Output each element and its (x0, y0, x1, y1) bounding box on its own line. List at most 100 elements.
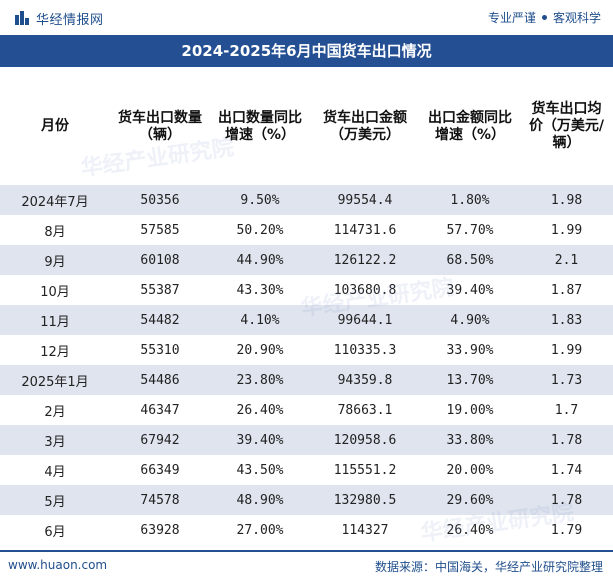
table-row: 2025年1月 54486 23.80% 94359.8 13.70% 1.73 (0, 365, 613, 395)
cell-value-growth: 29.60% (420, 485, 520, 515)
cell-volume-growth: 39.40% (210, 425, 310, 455)
cell-value-growth: 68.50% (420, 245, 520, 275)
cell-export-volume: 74578 (110, 485, 210, 515)
page-title: 2024-2025年6月中国货车出口情况 (0, 35, 613, 67)
cell-export-value: 120958.6 (310, 425, 420, 455)
cell-export-volume: 60108 (110, 245, 210, 275)
cell-avg-price: 1.73 (520, 365, 613, 395)
cell-month: 12月 (0, 335, 110, 365)
cell-volume-growth: 43.50% (210, 455, 310, 485)
cell-month: 6月 (0, 515, 110, 545)
table-row: 9月 60108 44.90% 126122.2 68.50% 2.1 (0, 245, 613, 275)
cell-month: 4月 (0, 455, 110, 485)
cell-month: 2月 (0, 395, 110, 425)
cell-value-growth: 33.90% (420, 335, 520, 365)
table-header-row: 月份 货车出口数量（辆） 出口数量同比增速（%） 货车出口金额（万美元） 出口金… (0, 68, 613, 185)
top-bar: 华经情报网 专业严谨 客观科学 (0, 0, 613, 34)
table-row: 4月 66349 43.50% 115551.2 20.00% 1.74 (0, 455, 613, 485)
cell-export-volume: 55310 (110, 335, 210, 365)
cell-value-growth: 13.70% (420, 365, 520, 395)
cell-value-growth: 19.00% (420, 395, 520, 425)
cell-export-volume: 54482 (110, 305, 210, 335)
brand-logo[interactable]: 华经情报网 (14, 9, 104, 28)
table-row: 2月 46347 26.40% 78663.1 19.00% 1.7 (0, 395, 613, 425)
cell-value-growth: 57.70% (420, 215, 520, 245)
brand-name: 华经情报网 (36, 12, 104, 28)
cell-avg-price: 1.99 (520, 335, 613, 365)
site-link[interactable]: www.huaon.com (8, 558, 108, 572)
footer: www.huaon.com 数据来源：中国海关，华经产业研究院整理 (0, 550, 613, 580)
cell-month: 5月 (0, 485, 110, 515)
cell-month: 11月 (0, 305, 110, 335)
cell-export-value: 94359.8 (310, 365, 420, 395)
data-table: 月份 货车出口数量（辆） 出口数量同比增速（%） 货车出口金额（万美元） 出口金… (0, 68, 613, 545)
cell-export-value: 132980.5 (310, 485, 420, 515)
header-avg-price: 货车出口均价（万美元/辆） (520, 68, 613, 185)
tagline: 专业严谨 客观科学 (488, 9, 601, 26)
cell-avg-price: 1.98 (520, 185, 613, 215)
table-row: 3月 67942 39.40% 120958.6 33.80% 1.78 (0, 425, 613, 455)
cell-month: 9月 (0, 245, 110, 275)
cell-avg-price: 1.79 (520, 515, 613, 545)
cell-month: 2024年7月 (0, 185, 110, 215)
table-row: 11月 54482 4.10% 99644.1 4.90% 1.83 (0, 305, 613, 335)
table-row: 12月 55310 20.90% 110335.3 33.90% 1.99 (0, 335, 613, 365)
header-export-volume: 货车出口数量（辆） (110, 68, 210, 185)
cell-avg-price: 1.99 (520, 215, 613, 245)
cell-value-growth: 20.00% (420, 455, 520, 485)
cell-volume-growth: 48.90% (210, 485, 310, 515)
cell-export-value: 78663.1 (310, 395, 420, 425)
table-row: 8月 57585 50.20% 114731.6 57.70% 1.99 (0, 215, 613, 245)
cell-value-growth: 33.80% (420, 425, 520, 455)
cell-export-value: 114731.6 (310, 215, 420, 245)
cell-avg-price: 1.74 (520, 455, 613, 485)
header-value-growth: 出口金额同比增速（%） (420, 68, 520, 185)
cell-export-value: 99644.1 (310, 305, 420, 335)
cell-avg-price: 2.1 (520, 245, 613, 275)
cell-export-volume: 55387 (110, 275, 210, 305)
cell-volume-growth: 43.30% (210, 275, 310, 305)
cell-month: 3月 (0, 425, 110, 455)
slogan-right: 客观科学 (552, 11, 601, 25)
cell-avg-price: 1.78 (520, 425, 613, 455)
cell-month: 8月 (0, 215, 110, 245)
slogan-left: 专业严谨 (487, 11, 536, 25)
cell-export-volume: 57585 (110, 215, 210, 245)
cell-volume-growth: 23.80% (210, 365, 310, 395)
cell-export-volume: 50356 (110, 185, 210, 215)
cell-volume-growth: 4.10% (210, 305, 310, 335)
cell-volume-growth: 9.50% (210, 185, 310, 215)
cell-month: 10月 (0, 275, 110, 305)
table-row: 10月 55387 43.30% 103680.8 39.40% 1.87 (0, 275, 613, 305)
footer-divider (0, 550, 613, 552)
cell-export-value: 110335.3 (310, 335, 420, 365)
cell-value-growth: 4.90% (420, 305, 520, 335)
cell-export-value: 99554.4 (310, 185, 420, 215)
cell-export-value: 126122.2 (310, 245, 420, 275)
data-source: 数据来源：中国海关，华经产业研究院整理 (374, 560, 603, 574)
table-row: 6月 63928 27.00% 114327 26.40% 1.79 (0, 515, 613, 545)
cell-volume-growth: 27.00% (210, 515, 310, 545)
cell-export-value: 103680.8 (310, 275, 420, 305)
table-row: 2024年7月 50356 9.50% 99554.4 1.80% 1.98 (0, 185, 613, 215)
cell-avg-price: 1.87 (520, 275, 613, 305)
cell-export-volume: 54486 (110, 365, 210, 395)
cell-export-value: 115551.2 (310, 455, 420, 485)
header-volume-growth: 出口数量同比增速（%） (210, 68, 310, 185)
cell-volume-growth: 50.20% (210, 215, 310, 245)
cell-avg-price: 1.83 (520, 305, 613, 335)
header-month: 月份 (0, 68, 110, 185)
cell-avg-price: 1.78 (520, 485, 613, 515)
cell-export-volume: 46347 (110, 395, 210, 425)
bullet-dot-icon (541, 15, 547, 20)
table-row: 5月 74578 48.90% 132980.5 29.60% 1.78 (0, 485, 613, 515)
bar-chart-icon (15, 11, 29, 25)
cell-export-value: 114327 (310, 515, 420, 545)
cell-export-volume: 63928 (110, 515, 210, 545)
cell-avg-price: 1.7 (520, 395, 613, 425)
cell-value-growth: 1.80% (420, 185, 520, 215)
cell-month: 2025年1月 (0, 365, 110, 395)
cell-export-volume: 66349 (110, 455, 210, 485)
cell-volume-growth: 26.40% (210, 395, 310, 425)
cell-export-volume: 67942 (110, 425, 210, 455)
